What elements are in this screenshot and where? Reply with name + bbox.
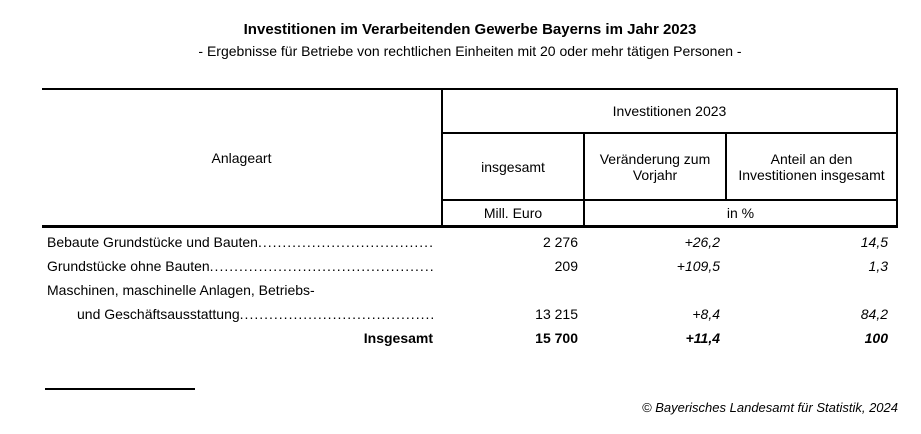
unit-mill-euro: Mill. Euro — [443, 201, 585, 225]
value-insgesamt: 2 276 — [542, 234, 578, 250]
table-body: Bebaute Grundstücke und Bauten 2 276 +26… — [42, 228, 898, 350]
value-insgesamt: 15 700 — [535, 330, 578, 346]
dot-leader — [210, 254, 433, 278]
unit-row: Mill. Euro in % — [443, 201, 896, 225]
value-veraenderung: +11,4 — [685, 330, 720, 346]
column-group-header: Investitionen 2023 — [443, 90, 896, 134]
page-subtitle: - Ergebnisse für Betriebe von rechtliche… — [198, 43, 742, 59]
table-header: Anlageart Investitionen 2023 insgesamt V… — [42, 90, 898, 228]
footnote-rule — [45, 388, 195, 390]
table-row: und Geschäftsausstattung 13 215 +8,4 84,… — [42, 302, 898, 326]
value-anteil: 84,2 — [860, 306, 888, 322]
investments-table: Anlageart Investitionen 2023 insgesamt V… — [42, 88, 898, 350]
column-header-anlageart: Anlageart — [42, 90, 443, 225]
value-veraenderung: +26,2 — [684, 234, 720, 250]
column-header-insgesamt: insgesamt — [443, 134, 585, 199]
table-header-right: Investitionen 2023 insgesamt Veränderung… — [443, 90, 898, 225]
dot-leader — [240, 302, 433, 326]
report-header: Investitionen im Verarbeitenden Gewerbe … — [42, 20, 898, 60]
value-insgesamt: 13 215 — [535, 306, 578, 322]
table-row-total: Insgesamt 15 700 +11,4 100 — [42, 326, 898, 350]
row-label-line2: und Geschäftsausstattung — [42, 302, 443, 326]
copyright-notice: © Bayerisches Landesamt für Statistik, 2… — [642, 400, 898, 415]
table-row: Maschinen, maschinelle Anlagen, Betriebs… — [42, 278, 898, 302]
value-veraenderung: +8,4 — [692, 306, 720, 322]
column-header-anteil: Anteil an den Investitionen insgesamt — [738, 150, 885, 183]
sub-header-row: insgesamt Veränderung zum Vorjahr Anteil… — [443, 134, 896, 201]
dot-leader — [258, 230, 433, 254]
row-label: Grundstücke ohne Bauten — [42, 254, 443, 278]
unit-percent: in % — [726, 205, 755, 221]
value-insgesamt: 209 — [554, 258, 578, 274]
table-row: Bebaute Grundstücke und Bauten 2 276 +26… — [42, 230, 898, 254]
row-label-total: Insgesamt — [363, 330, 433, 346]
row-label: Bebaute Grundstücke und Bauten — [42, 230, 443, 254]
column-header-veraenderung: Veränderung zum Vorjahr — [585, 134, 727, 199]
row-label-line1: Maschinen, maschinelle Anlagen, Betriebs… — [47, 282, 315, 298]
value-veraenderung: +109,5 — [676, 258, 720, 274]
value-anteil: 1,3 — [868, 258, 888, 274]
page-title: Investitionen im Verarbeitenden Gewerbe … — [243, 21, 697, 38]
table-row: Grundstücke ohne Bauten 209 +109,5 1,3 — [42, 254, 898, 278]
value-anteil: 14,5 — [860, 234, 888, 250]
value-anteil: 100 — [864, 330, 888, 346]
